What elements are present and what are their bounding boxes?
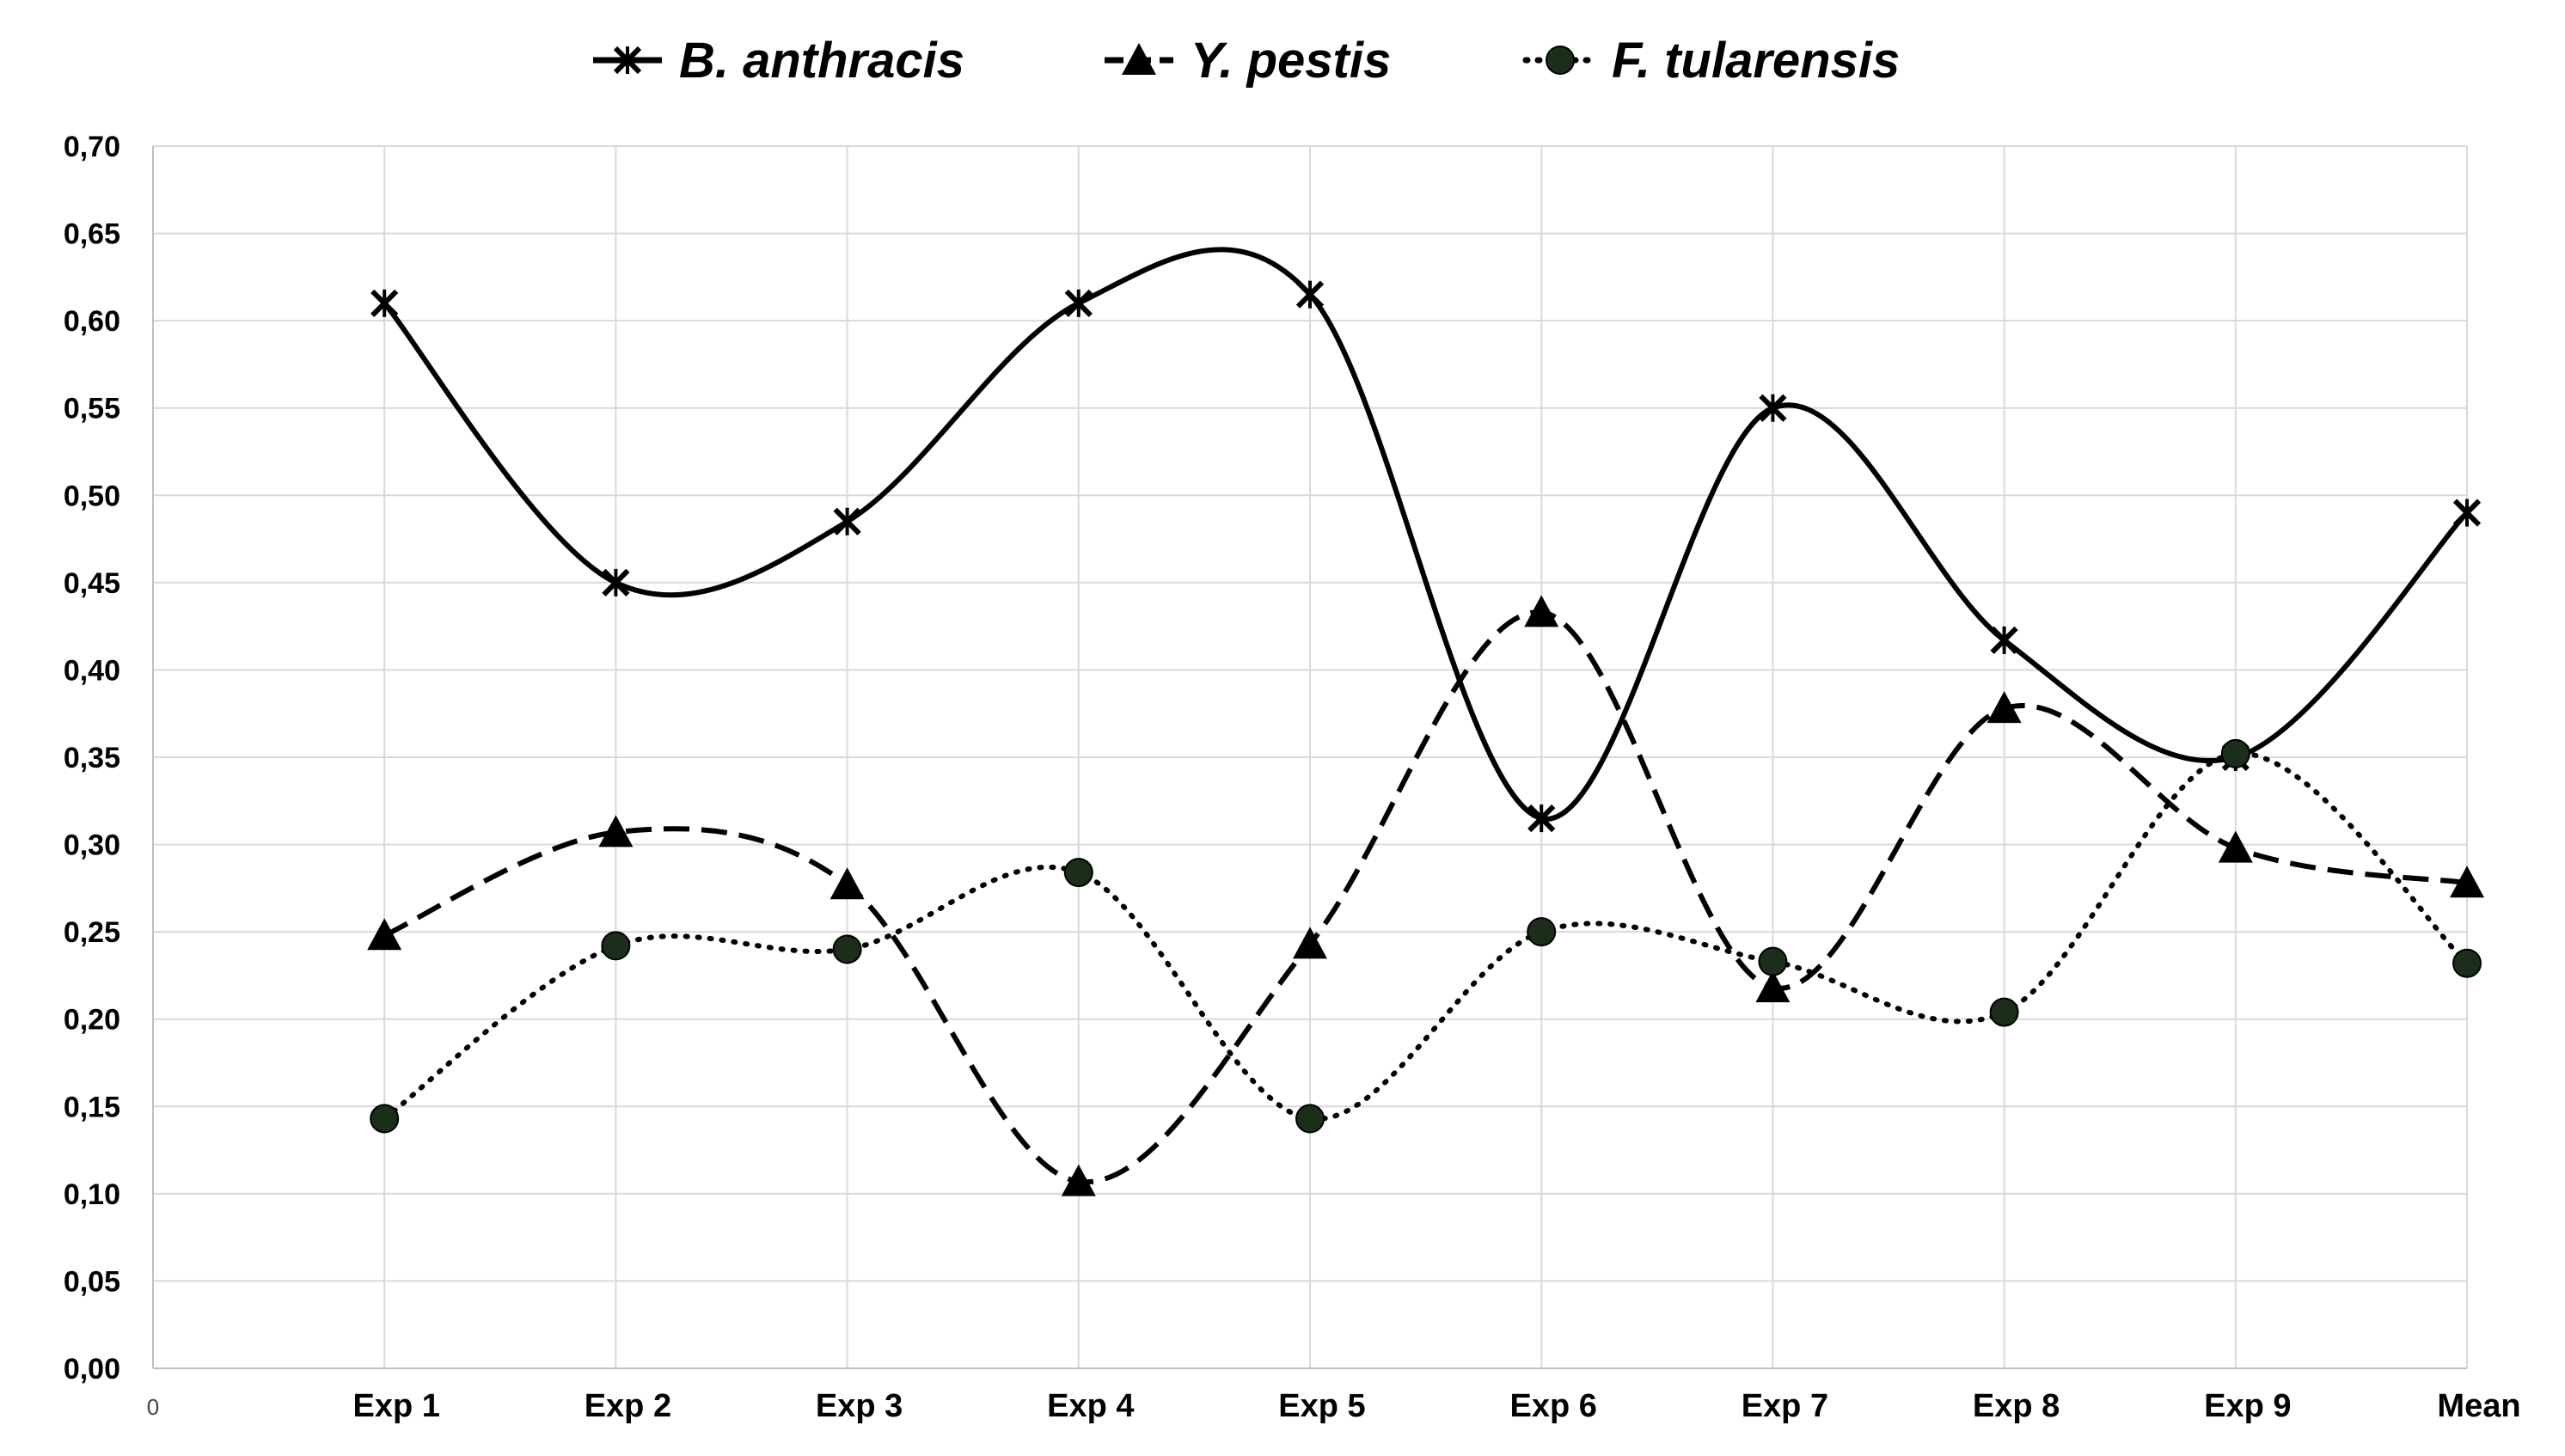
- x-tick-label: Exp 6: [1510, 1388, 1597, 1424]
- legend-item: B. anthracis: [593, 33, 964, 89]
- data-point: [601, 931, 631, 961]
- x-tick-label: Mean: [2437, 1388, 2520, 1424]
- series-line: [382, 750, 2470, 1122]
- data-point: [1986, 691, 2022, 724]
- y-tick-label: 0,55: [64, 393, 120, 425]
- y-tick-label: 0,50: [64, 480, 120, 512]
- y-tick-label: 0,15: [64, 1091, 120, 1123]
- data-point: [1755, 970, 1791, 1003]
- series-line: [383, 609, 2468, 1185]
- chart-legend: B. anthracis Y. pestis F. tularensis: [593, 33, 1900, 89]
- y-tick-label: 0,65: [64, 218, 120, 251]
- data-point: [1295, 280, 1325, 309]
- data-point: [2218, 830, 2253, 863]
- x-tick-label: Exp 1: [353, 1388, 440, 1424]
- series-f-tularensis: [370, 738, 2482, 1134]
- data-point: [1064, 289, 1093, 317]
- data-point: [598, 815, 634, 847]
- y-tick-label: 0,30: [64, 829, 120, 862]
- data-point: [1758, 946, 1788, 976]
- legend-item: F. tularensis: [1522, 33, 1900, 89]
- series-line: [382, 247, 2470, 822]
- x-tick-label: Exp 9: [2204, 1388, 2291, 1424]
- x-tick-label: Exp 4: [1047, 1388, 1134, 1424]
- data-point: [1989, 997, 2019, 1027]
- chart-series: [367, 247, 2484, 1196]
- legend-label: Y. pestis: [1191, 33, 1391, 89]
- y-tick-label: 0,60: [64, 305, 120, 338]
- y-tick-label: 0,05: [64, 1265, 120, 1298]
- legend-marker: [1122, 43, 1156, 75]
- y-tick-label: 0,40: [64, 654, 120, 687]
- data-point: [832, 934, 862, 964]
- chart-grid: [153, 145, 2468, 1368]
- data-point: [2450, 866, 2484, 898]
- x-tick-label: Exp 8: [1973, 1388, 2060, 1424]
- data-point: [1295, 1104, 1325, 1134]
- x-tick-label: Exp 3: [816, 1388, 903, 1424]
- legend-item: Y. pestis: [1105, 33, 1391, 89]
- y-tick-label: 0,70: [64, 131, 120, 163]
- x-tick-label: Exp 7: [1742, 1388, 1828, 1424]
- data-point: [1527, 804, 1556, 833]
- data-point: [833, 507, 861, 535]
- data-point: [370, 289, 399, 317]
- data-point: [2220, 738, 2250, 768]
- legend-marker: [613, 46, 642, 75]
- x-tick-label: Exp 2: [585, 1388, 671, 1424]
- y-tick-label: 0,20: [64, 1004, 120, 1037]
- x-origin-label: 0: [147, 1394, 159, 1420]
- data-point: [367, 918, 402, 951]
- data-point: [2452, 499, 2482, 527]
- legend-label: B. anthracis: [679, 33, 964, 89]
- data-point: [1990, 626, 2018, 655]
- data-point: [1524, 595, 1559, 627]
- y-tick-label: 0,10: [64, 1178, 120, 1211]
- x-axis-tick-labels: 0 Exp 1 Exp 2 Exp 3 Exp 4 Exp 5 Exp 6 Exp 7 Exp …: [147, 1388, 2521, 1424]
- x-tick-label: Exp 5: [1278, 1388, 1365, 1424]
- chart-axes: [152, 146, 2467, 1369]
- data-point: [1527, 917, 1557, 947]
- data-point: [829, 867, 865, 900]
- legend-label: F. tularensis: [1612, 33, 1900, 89]
- y-tick-label: 0,35: [64, 742, 120, 774]
- y-axis-tick-labels: 0,00 0,05 0,10 0,15 0,20 0,25 0,30 0,35 0,40 0,45…: [64, 131, 120, 1386]
- y-tick-label: 0,45: [64, 567, 120, 600]
- data-point: [2452, 948, 2482, 978]
- data-point: [1063, 858, 1093, 888]
- legend-marker: [1546, 46, 1575, 75]
- data-point: [1759, 394, 1787, 422]
- data-point: [370, 1104, 400, 1134]
- series-y-pestis: [367, 595, 2484, 1196]
- data-point: [1293, 927, 1327, 959]
- y-tick-label: 0,00: [64, 1353, 120, 1386]
- data-point: [602, 568, 630, 596]
- data-point: [1061, 1164, 1096, 1196]
- y-tick-label: 0,25: [64, 916, 120, 949]
